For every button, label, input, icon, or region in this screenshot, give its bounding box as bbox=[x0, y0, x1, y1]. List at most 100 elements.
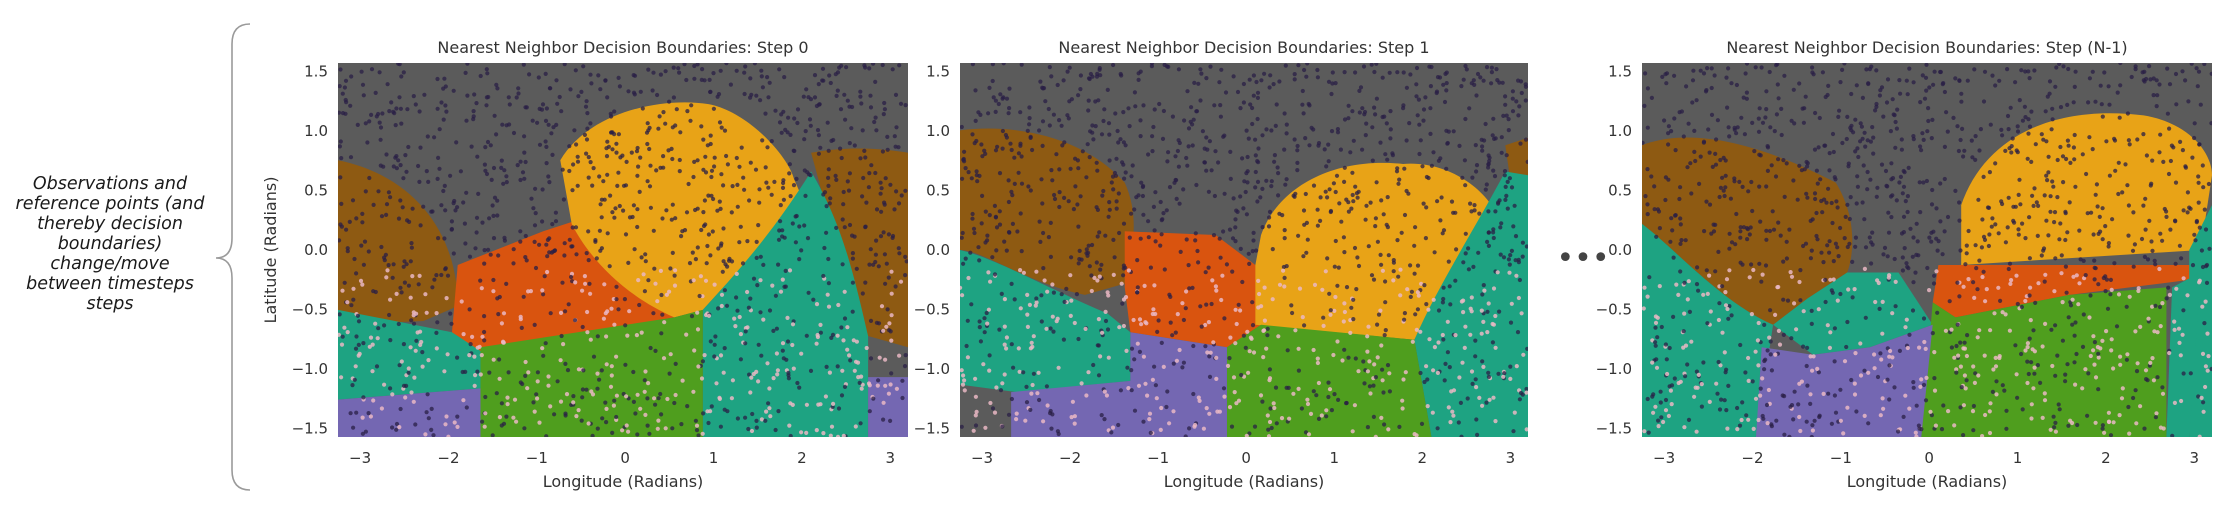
observation-point bbox=[1892, 113, 1897, 118]
observation-point bbox=[596, 73, 601, 78]
observation-point bbox=[2173, 71, 2179, 77]
observation-point bbox=[1718, 157, 1723, 163]
observation-point bbox=[821, 431, 826, 436]
observation-point bbox=[834, 177, 839, 182]
observation-point bbox=[790, 322, 796, 327]
panel-title: Nearest Neighbor Decision Boundaries: St… bbox=[437, 38, 808, 57]
observation-point bbox=[648, 205, 653, 210]
observation-point bbox=[449, 227, 454, 232]
observation-point bbox=[986, 111, 991, 116]
observation-point bbox=[616, 307, 621, 312]
observation-point bbox=[748, 390, 753, 395]
observation-point bbox=[1198, 67, 1203, 72]
observation-point bbox=[1264, 127, 1269, 132]
observation-point bbox=[1373, 434, 1378, 437]
observation-point bbox=[634, 149, 640, 154]
observation-point bbox=[829, 335, 834, 340]
observation-point bbox=[1725, 105, 1730, 110]
observation-point bbox=[482, 329, 487, 335]
observation-point bbox=[1924, 178, 1929, 184]
observation-point bbox=[2022, 104, 2027, 109]
observation-point bbox=[1744, 96, 1749, 101]
observation-point bbox=[2192, 121, 2197, 126]
observation-point bbox=[1841, 431, 1846, 436]
y-tick-label: −1.0 bbox=[292, 360, 328, 378]
observation-point bbox=[1097, 274, 1102, 279]
observation-point bbox=[1157, 101, 1162, 107]
observation-point bbox=[1113, 111, 1118, 116]
observation-point bbox=[574, 142, 579, 147]
observation-point bbox=[787, 268, 793, 273]
observation-point bbox=[1444, 166, 1449, 171]
observation-point bbox=[1774, 63, 1779, 68]
observation-point bbox=[1320, 287, 1325, 292]
observation-point bbox=[997, 222, 1003, 227]
observation-point bbox=[2158, 324, 2163, 329]
observation-point bbox=[399, 121, 404, 126]
observation-point bbox=[618, 155, 623, 160]
observation-point bbox=[1016, 170, 1021, 175]
observation-point bbox=[670, 202, 675, 207]
observation-point bbox=[2178, 353, 2183, 358]
observation-point bbox=[1694, 282, 1700, 287]
observation-point bbox=[616, 75, 621, 80]
observation-point bbox=[1883, 168, 1889, 174]
observation-point bbox=[790, 402, 795, 407]
observation-point bbox=[1813, 110, 1818, 116]
observation-point bbox=[1983, 412, 1988, 418]
observation-point bbox=[2000, 133, 2005, 138]
observation-point bbox=[558, 358, 563, 363]
observation-point bbox=[1351, 138, 1356, 143]
observation-point bbox=[1525, 159, 1528, 164]
observation-point bbox=[682, 228, 688, 233]
observation-point bbox=[2025, 341, 2030, 346]
observation-point bbox=[1018, 110, 1023, 115]
observation-point bbox=[1866, 370, 1871, 375]
y-axis-label: Latitude (Radians) bbox=[261, 177, 280, 324]
observation-point bbox=[719, 303, 724, 309]
observation-point bbox=[646, 67, 651, 72]
observation-point bbox=[790, 221, 795, 226]
observation-point bbox=[986, 307, 991, 312]
observation-point bbox=[842, 316, 848, 321]
observation-point bbox=[402, 259, 407, 264]
observation-point bbox=[841, 433, 846, 437]
observation-point bbox=[2178, 139, 2183, 144]
observation-point bbox=[1259, 78, 1264, 83]
observation-point bbox=[1925, 129, 1930, 134]
y-tick-label: 0.5 bbox=[1608, 181, 1632, 199]
observation-point bbox=[1495, 78, 1500, 83]
observation-point bbox=[398, 163, 403, 168]
observation-point bbox=[1645, 86, 1650, 91]
observation-point bbox=[462, 221, 467, 226]
observation-point bbox=[1305, 397, 1310, 402]
observation-point bbox=[1402, 212, 1408, 218]
observation-point bbox=[833, 173, 838, 178]
observation-point bbox=[449, 219, 454, 224]
observation-point bbox=[705, 143, 710, 148]
observation-point bbox=[2125, 111, 2130, 116]
observation-point bbox=[1693, 385, 1698, 390]
observation-point bbox=[1255, 199, 1260, 204]
observation-point bbox=[1962, 346, 1967, 351]
observation-point bbox=[2138, 324, 2143, 329]
observation-point bbox=[1026, 184, 1031, 189]
observation-point bbox=[1924, 375, 1929, 380]
observation-point bbox=[742, 187, 747, 192]
observation-point bbox=[467, 254, 473, 259]
observation-point bbox=[1293, 191, 1298, 196]
observation-point bbox=[1651, 410, 1656, 415]
observation-point bbox=[378, 163, 383, 168]
observation-point bbox=[1914, 434, 1919, 437]
observation-point bbox=[380, 111, 385, 116]
observation-point bbox=[2027, 336, 2032, 341]
observation-point bbox=[615, 183, 620, 188]
observation-point bbox=[2113, 168, 2118, 173]
observation-point bbox=[2027, 124, 2033, 129]
observation-point bbox=[854, 266, 859, 271]
observation-point bbox=[1886, 210, 1891, 215]
observation-point bbox=[1419, 421, 1425, 426]
observation-point bbox=[702, 78, 707, 83]
observation-point bbox=[1667, 345, 1672, 351]
observation-point bbox=[1127, 235, 1132, 240]
